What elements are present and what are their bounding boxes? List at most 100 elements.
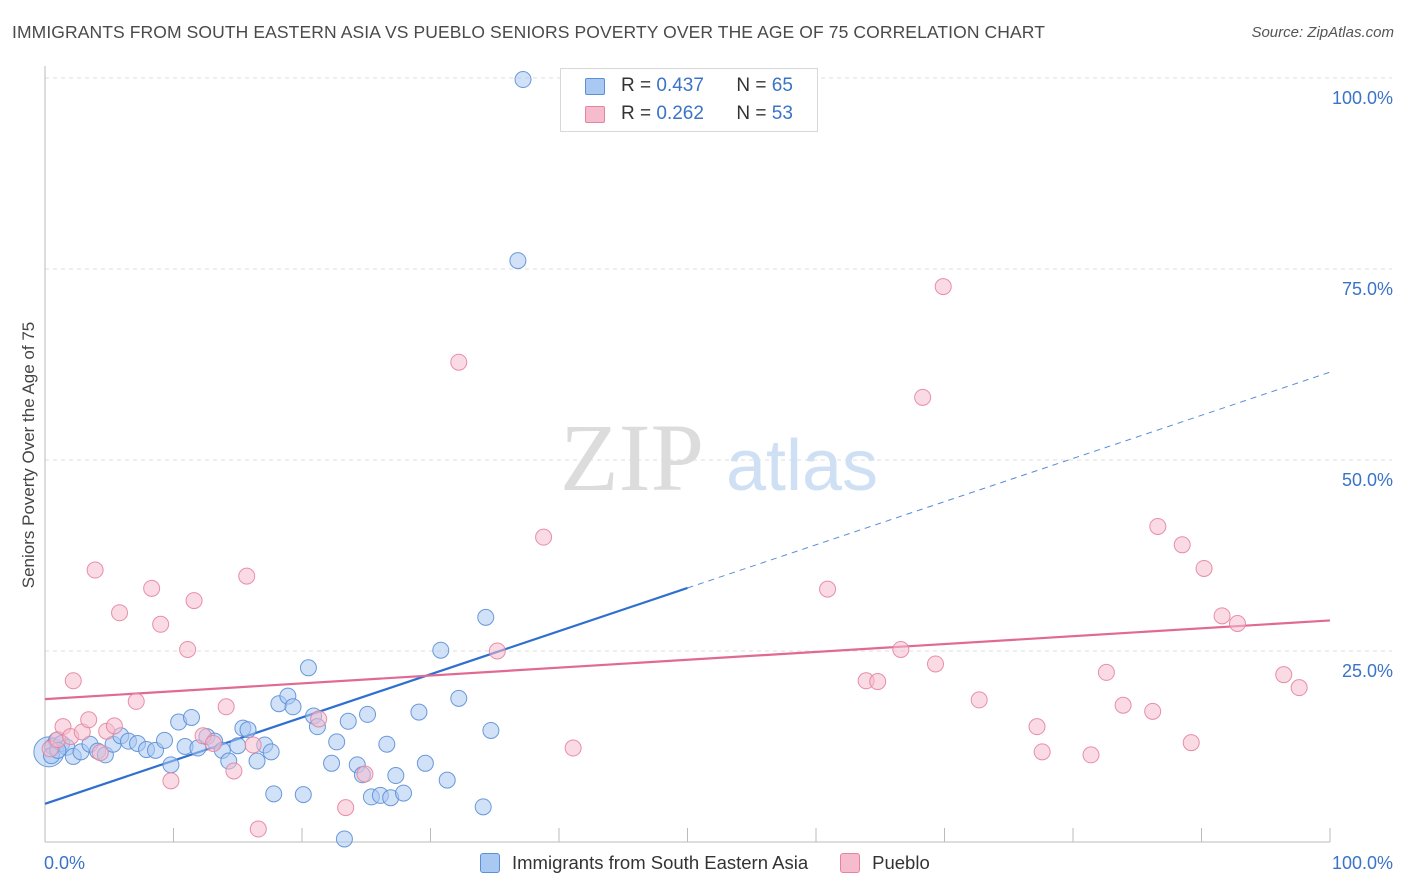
trend-line-pink	[44, 619, 1331, 701]
point-blue	[328, 733, 346, 751]
point-pink	[535, 528, 553, 546]
point-pink	[217, 698, 235, 716]
point-pink	[970, 691, 988, 709]
point-blue	[477, 608, 495, 626]
point-pink	[143, 579, 161, 597]
point-pink	[1182, 734, 1200, 752]
legend-r-label: R =	[621, 103, 652, 124]
point-pink	[1213, 607, 1231, 625]
point-pink	[1290, 679, 1308, 697]
point-blue	[514, 71, 532, 89]
watermark: ZIP atlas	[560, 404, 878, 511]
point-pink	[204, 734, 222, 752]
point-pink	[564, 739, 582, 757]
point-pink	[244, 736, 262, 754]
point-pink	[1228, 614, 1246, 632]
point-pink	[1114, 696, 1132, 714]
point-pink	[488, 642, 506, 660]
legend-r-value: 0.262	[656, 103, 704, 124]
point-pink	[337, 799, 355, 817]
point-pink	[105, 717, 123, 735]
point-blue	[323, 754, 341, 772]
y-axis-label: Seniors Poverty Over the Age of 75	[19, 322, 38, 588]
watermark-zip: ZIP	[560, 404, 704, 511]
y-tick-label: 25.0%	[1342, 661, 1393, 681]
point-pink	[1173, 536, 1191, 554]
watermark-atlas: atlas	[726, 426, 878, 506]
point-blue	[482, 721, 500, 739]
point-blue	[294, 786, 312, 804]
point-pink	[185, 592, 203, 610]
point-blue	[339, 712, 357, 730]
series-name-pink: Pueblo	[872, 852, 930, 873]
legend-row-blue: R = 0.437 N = 65	[585, 74, 793, 98]
point-pink	[1033, 743, 1051, 761]
point-blue	[387, 767, 405, 785]
point-blue	[182, 708, 200, 726]
point-blue	[416, 754, 434, 772]
point-pink	[1149, 517, 1167, 535]
legend-swatch-pink	[585, 105, 605, 123]
point-pink	[310, 710, 328, 728]
point-pink	[934, 278, 952, 296]
point-pink	[1028, 718, 1046, 736]
tick-labels: 100.0% 75.0% 50.0% 25.0% 0.0% 100.0%	[44, 88, 1393, 873]
series-name-blue: Immigrants from South Eastern Asia	[512, 852, 809, 873]
series-swatch-blue	[480, 853, 500, 873]
point-pink	[91, 744, 109, 762]
point-pink	[127, 692, 145, 710]
legend-r-value: 0.437	[656, 75, 704, 96]
point-pink	[238, 567, 256, 585]
legend-n-value: 53	[771, 103, 793, 124]
point-blue	[378, 735, 396, 753]
data-points	[33, 71, 1308, 848]
legend-swatch-blue	[585, 77, 605, 95]
point-blue	[162, 756, 180, 774]
point-pink	[1097, 663, 1115, 681]
point-blue	[335, 830, 353, 848]
legend-n-value: 65	[771, 75, 793, 96]
point-blue	[262, 743, 280, 761]
point-pink	[869, 673, 887, 691]
point-pink	[152, 615, 170, 633]
trend-lines	[44, 371, 1331, 805]
point-pink	[819, 580, 837, 598]
y-tick-label: 100.0%	[1332, 88, 1393, 108]
legend-row-pink: R = 0.262 N = 53	[585, 102, 793, 126]
point-pink	[356, 765, 374, 783]
point-blue	[474, 798, 492, 816]
chart-title: IMMIGRANTS FROM SOUTH EASTERN ASIA VS PU…	[12, 22, 1046, 42]
point-pink	[80, 711, 98, 729]
point-pink	[450, 353, 468, 371]
point-blue	[239, 721, 257, 739]
point-pink	[914, 388, 932, 406]
point-pink	[111, 604, 129, 622]
point-blue	[359, 705, 377, 723]
legend-n-label: N =	[736, 75, 767, 96]
point-blue	[432, 641, 450, 659]
x-tick-label-max: 100.0%	[1332, 853, 1393, 873]
axes	[44, 66, 1331, 843]
point-pink	[1144, 702, 1162, 720]
point-pink	[64, 672, 82, 690]
source-label: Source: ZipAtlas.com	[1251, 24, 1394, 41]
point-blue	[156, 731, 174, 749]
point-blue	[410, 703, 428, 721]
point-blue	[248, 752, 266, 770]
point-pink	[1195, 559, 1213, 577]
point-blue	[265, 785, 283, 803]
point-pink	[892, 640, 910, 658]
legend-n-label: N =	[736, 103, 767, 124]
point-blue	[229, 737, 247, 755]
trend-line-blue-extension	[687, 371, 1331, 589]
correlation-legend: R = 0.437 N = 65 R = 0.262 N = 53	[560, 68, 818, 132]
point-pink	[1082, 746, 1100, 764]
trend-line-blue	[44, 586, 688, 805]
series-legend: Immigrants from South Eastern Asia Puebl…	[480, 852, 930, 874]
point-blue	[450, 689, 468, 707]
point-pink	[162, 772, 180, 790]
y-tick-label: 50.0%	[1342, 470, 1393, 490]
legend-r-label: R =	[621, 75, 652, 96]
point-blue	[395, 784, 413, 802]
